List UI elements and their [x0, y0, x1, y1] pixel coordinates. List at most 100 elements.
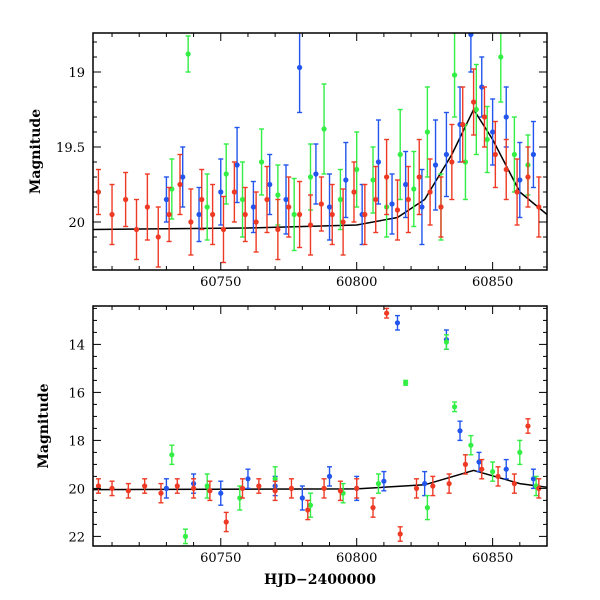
data-point — [479, 466, 485, 472]
data-point — [256, 483, 262, 489]
data-point — [343, 177, 349, 183]
y-tick-label: 19.5 — [56, 141, 85, 156]
data-point — [503, 114, 509, 120]
data-point — [286, 204, 292, 210]
data-point — [109, 485, 115, 491]
data-point — [190, 485, 197, 491]
data-point — [237, 495, 243, 501]
data-point — [166, 211, 172, 218]
data-point — [490, 469, 496, 475]
data-point — [204, 204, 210, 210]
data-point — [109, 211, 115, 218]
data-point — [142, 483, 148, 489]
data-point — [446, 481, 452, 487]
data-point — [354, 166, 360, 173]
data-point — [163, 196, 170, 203]
series-0 — [163, 314, 537, 511]
data-point — [481, 114, 488, 120]
data-point — [223, 171, 229, 177]
y-tick-label: 14 — [68, 338, 85, 353]
data-point — [536, 485, 542, 491]
data-point — [177, 181, 183, 188]
data-point — [530, 476, 537, 482]
x-tick-label: 60850 — [472, 275, 513, 290]
data-point — [451, 72, 458, 78]
data-point — [307, 174, 314, 180]
data-point — [220, 226, 227, 233]
data-point — [457, 428, 463, 434]
data-point — [525, 174, 531, 180]
data-point — [185, 51, 191, 57]
x-tick-label: 60750 — [200, 551, 241, 566]
data-point — [397, 151, 403, 158]
series-0 — [163, 33, 537, 246]
y-axis-title: Magnitude — [36, 383, 52, 468]
data-point — [495, 473, 501, 479]
data-point — [394, 207, 401, 213]
data-point — [443, 339, 450, 345]
data-point — [468, 442, 474, 448]
data-point — [158, 490, 164, 496]
data-point — [484, 136, 490, 143]
data-point — [498, 54, 504, 60]
data-point — [125, 488, 131, 494]
data-point — [517, 177, 523, 183]
bottom-panel: 60750 60800 60850 14 16 18 20 22 Magnitude HJD−24… — [36, 305, 548, 588]
data-point — [199, 196, 205, 203]
data-point — [242, 211, 248, 218]
data-point — [373, 196, 379, 203]
data-point — [354, 485, 360, 491]
data-point — [264, 196, 270, 203]
data-point — [462, 159, 469, 165]
data-point — [297, 64, 303, 71]
top-panel: 60750 60800 60850 19 19.5 20 Magnitude — [28, 32, 548, 290]
data-point — [337, 488, 343, 494]
y-tick-label: 19 — [68, 66, 85, 81]
data-point — [182, 533, 189, 540]
data-point — [424, 505, 430, 511]
data-point — [204, 483, 210, 489]
data-point — [234, 162, 240, 168]
data-point — [288, 485, 295, 491]
series-2 — [95, 307, 542, 542]
data-point — [397, 531, 403, 537]
data-point — [299, 495, 305, 501]
data-point — [413, 485, 420, 491]
data-point — [473, 106, 479, 113]
data-point — [389, 201, 395, 207]
data-point — [123, 196, 129, 203]
data-point — [384, 310, 390, 316]
data-point — [375, 481, 382, 487]
data-point — [530, 151, 537, 158]
data-point — [514, 189, 520, 195]
data-point — [470, 99, 477, 105]
data-point — [155, 234, 161, 240]
data-point — [340, 219, 346, 225]
data-point — [307, 222, 314, 228]
data-point — [432, 162, 439, 168]
x-axis-title: HJD−2400000 — [264, 572, 376, 588]
data-point — [326, 473, 333, 479]
y-tick-label: 20 — [68, 216, 85, 231]
data-point — [424, 129, 430, 135]
data-point — [133, 226, 140, 233]
data-point — [443, 151, 450, 158]
data-point — [511, 481, 517, 487]
data-point — [174, 483, 180, 489]
x-tick-label: 60850 — [472, 551, 513, 566]
data-point — [144, 204, 150, 210]
data-point — [460, 121, 466, 128]
data-point — [291, 211, 297, 218]
data-point — [305, 507, 311, 513]
data-point — [517, 449, 523, 455]
data-point — [267, 181, 273, 188]
data-point — [403, 181, 409, 188]
data-point — [492, 151, 498, 158]
data-point — [525, 423, 531, 429]
data-point — [250, 204, 256, 210]
plot-frame — [92, 32, 548, 271]
data-point — [411, 186, 417, 192]
data-point — [169, 452, 175, 458]
data-point — [329, 211, 335, 218]
y-axis-title: Magnitude — [28, 109, 44, 194]
